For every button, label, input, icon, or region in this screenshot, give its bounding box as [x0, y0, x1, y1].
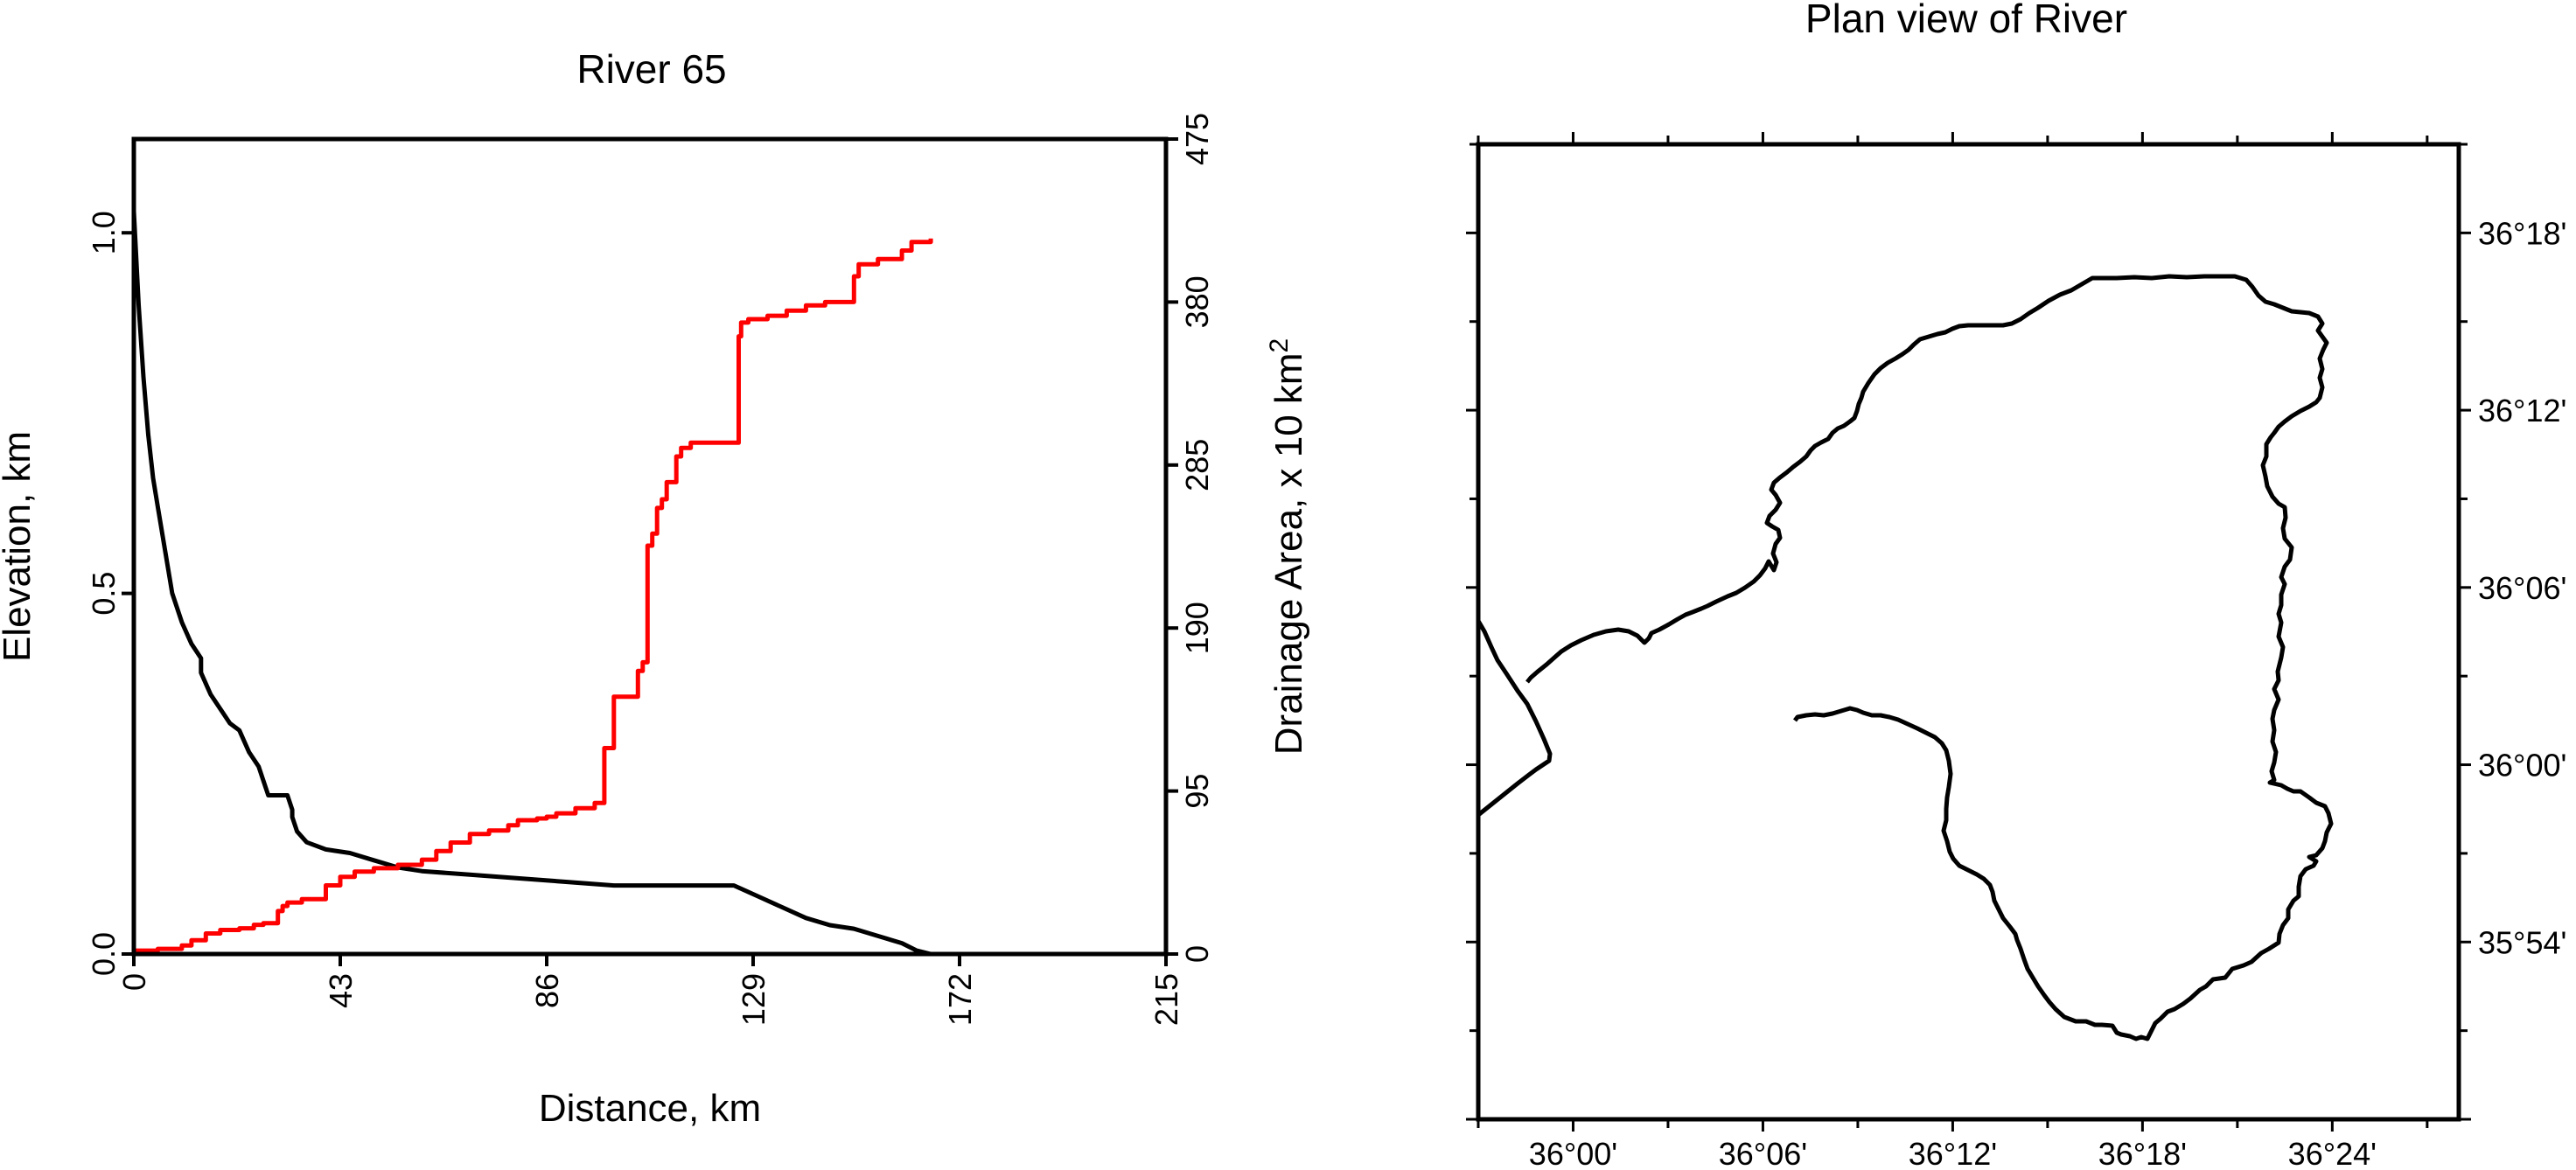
- drainage-area-axis-label: Drainage Area, x 10 km2: [1265, 338, 1310, 755]
- x-tick-label: 0: [116, 973, 152, 991]
- map-plot-area: [1476, 142, 2461, 1122]
- x-tick-label: 86: [529, 973, 565, 1008]
- elevation-axis: 0.0 0.5 1.0: [86, 211, 134, 976]
- map-latitude-label: 36°00': [2478, 748, 2566, 783]
- map-latitude-label: 36°06': [2478, 570, 2566, 606]
- river-course-trunk: [1476, 274, 2334, 1041]
- y2-tick-label: 190: [1179, 602, 1215, 654]
- y2-tick-label: 0: [1179, 945, 1215, 963]
- x-tick-label: 215: [1148, 973, 1184, 1026]
- map-latitude-label: 35°54': [2478, 924, 2566, 960]
- map-latitude-label: 36°12': [2478, 393, 2566, 428]
- x-tick-label: 129: [736, 973, 771, 1026]
- profile-plot-area: [131, 136, 1169, 957]
- x-tick-label: 172: [942, 973, 978, 1026]
- x-tick-label: 43: [323, 973, 359, 1008]
- drainage-area-line: [134, 238, 933, 953]
- y-tick-label: 0.5: [86, 572, 122, 616]
- map-tick-marks: 36°00' 36°06' 36°12' 36°18' 36°24' 35°54' 36°0…: [1466, 132, 2566, 1170]
- map-longitude-label: 36°06': [1719, 1136, 1807, 1170]
- y-tick-label: 1.0: [86, 211, 122, 254]
- profile-series-group: [131, 211, 933, 957]
- map-longitude-label: 36°24': [2288, 1136, 2377, 1170]
- drainage-area-axis: 0 95 190 285 380 475: [1166, 113, 1215, 963]
- y2-tick-label: 285: [1179, 439, 1215, 491]
- distance-axis-label: Distance, km: [539, 1087, 761, 1130]
- y2-tick-label: 95: [1179, 774, 1215, 809]
- map-longitude-label: 36°00': [1529, 1136, 1617, 1170]
- map-latitude-label: 36°18': [2478, 215, 2566, 251]
- drainage-area-label-text: Drainage Area, x 10 km: [1267, 352, 1310, 755]
- map-longitude-label: 36°18': [2098, 1136, 2187, 1170]
- y2-tick-label: 475: [1179, 113, 1215, 165]
- y2-tick-label: 380: [1179, 275, 1215, 328]
- distance-axis: 0 43 86 129 172 215: [116, 954, 1184, 1026]
- elevation-profile-line: [131, 211, 932, 957]
- profile-panel: River 65 0 43 86 129 172 215 0.0 0.5 1.0 0 95 190…: [0, 46, 1310, 1130]
- profile-title: River 65: [576, 46, 726, 92]
- drainage-area-label-sup: 2: [1265, 338, 1294, 353]
- map-title: Plan view of River: [1805, 0, 2127, 41]
- map-panel: Plan view of River 36°00' 36°06' 36°12' 36°…: [1466, 0, 2566, 1170]
- map-frame: [1476, 142, 2461, 1122]
- elevation-axis-label: Elevation, km: [0, 431, 38, 662]
- y-tick-label: 0.0: [86, 932, 122, 976]
- profile-frame: [131, 136, 1169, 957]
- map-longitude-label: 36°12': [1909, 1136, 1997, 1170]
